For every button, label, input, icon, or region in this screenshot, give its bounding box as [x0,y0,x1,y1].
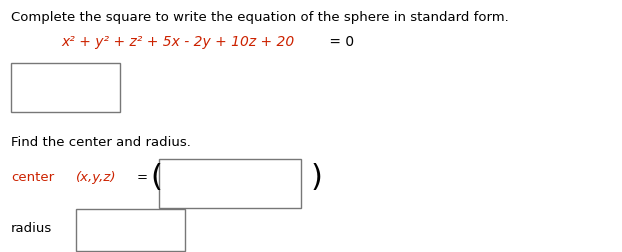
Bar [11,63,120,112]
Bar [76,209,185,251]
Text: radius: radius [11,222,52,235]
Text: =: = [137,171,148,184]
Text: ): ) [311,163,323,192]
Text: (: ( [151,163,162,192]
Text: Complete the square to write the equation of the sphere in standard form.: Complete the square to write the equatio… [11,11,509,24]
Text: x² + y² + z² + 5x - 2y + 10z + 20: x² + y² + z² + 5x - 2y + 10z + 20 [61,35,294,49]
Text: = 0: = 0 [325,35,355,49]
Bar [159,159,301,208]
Text: (x,y,z): (x,y,z) [76,171,116,184]
Text: Find the center and radius.: Find the center and radius. [11,136,191,149]
Text: center: center [11,171,54,184]
